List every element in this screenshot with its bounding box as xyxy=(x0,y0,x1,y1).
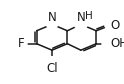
Text: H: H xyxy=(85,11,93,21)
Text: F: F xyxy=(18,37,25,50)
Circle shape xyxy=(16,40,27,48)
Circle shape xyxy=(74,20,88,29)
Text: N: N xyxy=(77,11,85,24)
Text: O: O xyxy=(111,19,120,32)
Circle shape xyxy=(102,39,117,49)
Circle shape xyxy=(105,22,114,29)
Circle shape xyxy=(46,20,58,28)
Text: N: N xyxy=(48,11,56,24)
Text: OH: OH xyxy=(111,37,124,50)
Circle shape xyxy=(44,57,60,67)
Text: Cl: Cl xyxy=(46,62,58,75)
